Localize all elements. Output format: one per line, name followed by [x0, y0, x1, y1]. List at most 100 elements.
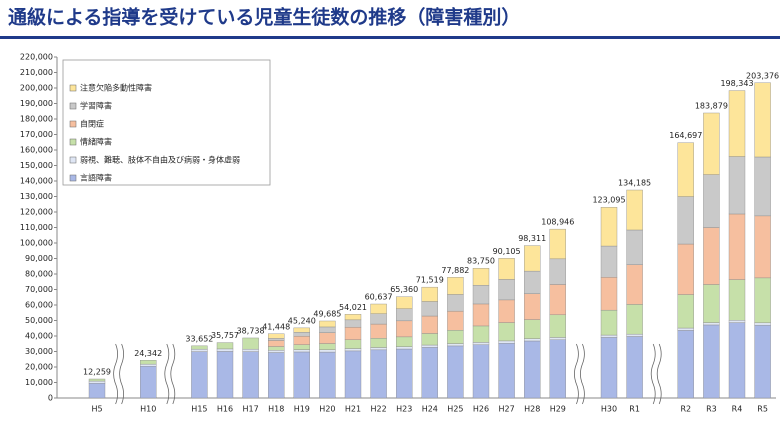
bar-segment	[191, 351, 208, 399]
chart-title: 通級による指導を受けている児童生徒数の推移（障害種別）	[8, 6, 520, 29]
bar-segment	[396, 346, 413, 350]
bar-segment	[191, 348, 208, 352]
legend-swatch	[69, 120, 77, 128]
bar-segment	[370, 303, 387, 314]
title-rule	[0, 36, 780, 39]
bar-segment	[396, 348, 413, 399]
x-tick-label: H19	[294, 405, 310, 414]
bar-segment	[728, 90, 746, 157]
bar-segment	[754, 82, 771, 158]
total-label: 54,021	[339, 303, 367, 312]
total-label: 35,757	[211, 331, 239, 340]
y-tick-label: 120,000	[20, 208, 53, 217]
bar-segment	[472, 303, 490, 327]
axis-break	[119, 343, 124, 405]
bar-segment	[524, 319, 541, 339]
bar-segment	[524, 293, 541, 320]
total-label: 71,519	[416, 276, 444, 285]
x-tick-label: H20	[319, 405, 335, 414]
x-tick-label: H21	[345, 405, 361, 414]
bar-segment	[421, 347, 438, 399]
total-label: 12,259	[83, 367, 111, 376]
y-tick-label: 160,000	[20, 146, 53, 155]
bar-segment	[600, 207, 618, 247]
y-tick-label: 220,000	[20, 53, 53, 62]
bar-segment	[677, 330, 694, 399]
bar-segment	[396, 336, 413, 347]
bar-segment	[754, 277, 771, 324]
y-tick-label: 20,000	[25, 363, 53, 372]
bar-segment	[447, 294, 464, 312]
total-label: 33,652	[185, 334, 213, 343]
bar-segment	[524, 338, 541, 342]
bar-segment	[703, 284, 720, 323]
bar-segment	[370, 313, 387, 325]
bar-segment	[703, 324, 720, 399]
bar-segment	[139, 360, 157, 365]
x-tick-label: H15	[191, 405, 207, 414]
bar-segment	[370, 338, 387, 348]
bar-segment	[344, 339, 362, 349]
bar-segment	[754, 156, 771, 217]
bar-segment	[728, 156, 746, 215]
total-label: 203,376	[746, 71, 779, 80]
legend-swatch	[69, 102, 77, 110]
x-tick-label: H16	[217, 405, 233, 414]
legend-label: 注意欠陥多動性障害	[80, 83, 152, 93]
y-tick-label: 0	[48, 394, 53, 403]
total-label: 41,448	[262, 322, 290, 331]
bar-segment	[396, 308, 413, 322]
total-label: 83,750	[467, 257, 495, 266]
x-tick-label: R3	[706, 405, 717, 414]
bar-segment	[728, 320, 746, 323]
x-tick-label: H22	[370, 405, 386, 414]
x-tick-label: H26	[473, 405, 489, 414]
bar-segment	[293, 327, 310, 333]
bar-segment	[319, 326, 336, 333]
bar-segment	[600, 334, 618, 338]
bar-segment	[524, 270, 541, 294]
bar-segment	[242, 337, 259, 350]
bar-segment	[319, 343, 336, 350]
total-label: 123,095	[592, 196, 625, 205]
x-tick-label: H10	[140, 405, 156, 414]
legend-swatch	[69, 174, 77, 182]
bar-segment	[447, 345, 464, 399]
bar-segment	[88, 383, 106, 399]
y-tick-label: 30,000	[25, 347, 53, 356]
bar-segment	[268, 340, 285, 347]
bar-segment	[344, 314, 362, 321]
bar-segment	[421, 315, 438, 334]
bar-segment	[677, 327, 694, 331]
axis-break	[580, 343, 585, 405]
y-tick-label: 170,000	[20, 130, 53, 139]
y-tick-label: 50,000	[25, 316, 53, 325]
bar-segment	[498, 279, 515, 301]
total-label: 134,185	[618, 179, 651, 188]
bar-segment	[703, 112, 720, 175]
bar-segment	[344, 326, 362, 340]
bar-segment	[626, 304, 643, 335]
x-tick-label: H28	[524, 405, 540, 414]
bar-segment	[703, 227, 720, 285]
bar-segment	[626, 264, 643, 305]
y-tick-label: 180,000	[20, 115, 53, 124]
bar-segment	[524, 340, 541, 399]
bar-segment	[549, 314, 566, 338]
bar-segment	[268, 346, 285, 351]
bar-segment	[600, 245, 618, 278]
bar-segment	[396, 320, 413, 338]
total-label: 60,637	[365, 293, 393, 302]
bar-segment	[677, 196, 694, 245]
axis-break	[574, 343, 579, 405]
bar-segment	[472, 342, 490, 345]
bar-segment	[242, 348, 259, 352]
total-label: 77,882	[441, 266, 469, 275]
legend-swatch	[69, 138, 77, 146]
bar-segment	[447, 277, 464, 295]
axis-break	[164, 343, 170, 405]
total-label: 98,311	[518, 234, 546, 243]
bar-segment	[728, 279, 746, 321]
y-tick-label: 140,000	[20, 177, 53, 186]
bar-segment	[216, 351, 234, 399]
